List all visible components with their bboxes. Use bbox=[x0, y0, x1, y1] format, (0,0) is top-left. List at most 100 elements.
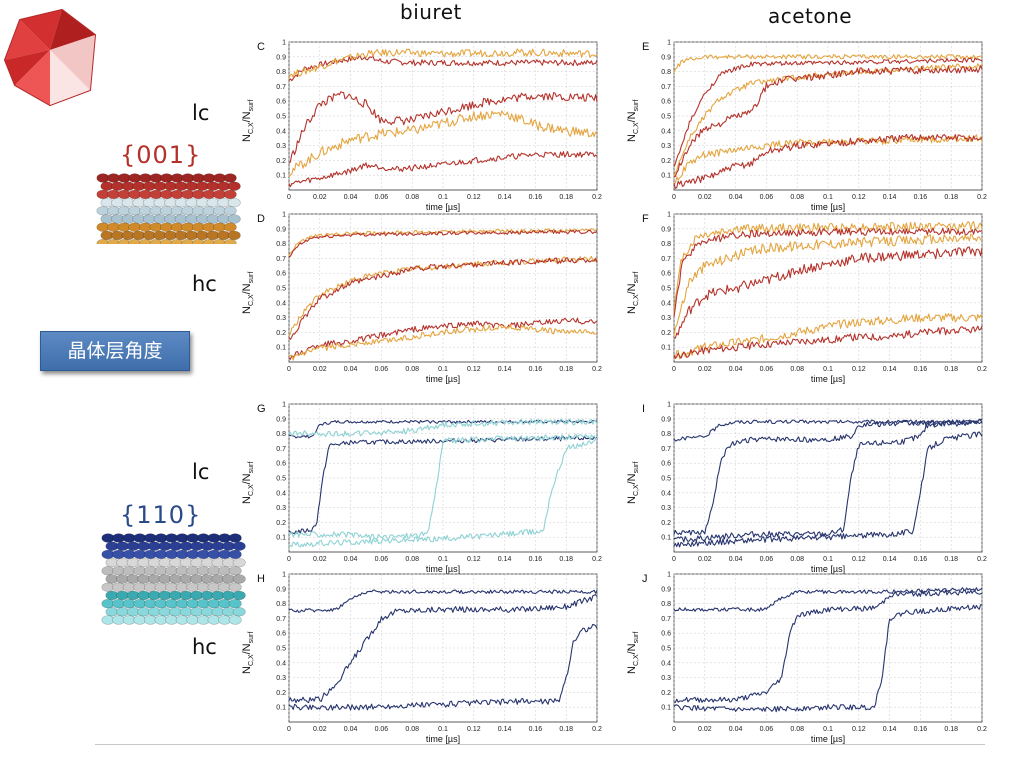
y-tick-label: 0.5 bbox=[276, 646, 286, 653]
header-biuret: biuret bbox=[400, 0, 462, 24]
x-tick-label: 0.12 bbox=[467, 726, 481, 733]
x-tick-label: 0.12 bbox=[467, 194, 481, 201]
y-tick-label: 0.8 bbox=[661, 601, 671, 608]
y-tick-label: 0.2 bbox=[276, 690, 286, 697]
panel-letter: F bbox=[642, 213, 649, 225]
series-line-4 bbox=[673, 431, 983, 548]
y-tick-label: 0.7 bbox=[276, 446, 286, 453]
chart-panel-c: 0 0.02 0.04 0.06 0.08 0.1 0.12 0.14 0.16 0.18 0.2 0… bbox=[235, 36, 602, 214]
y-tick-label: 0.6 bbox=[276, 461, 286, 468]
series-line-2 bbox=[288, 229, 598, 258]
y-tick-label: 1 bbox=[282, 212, 286, 219]
y-tick-label: 0.6 bbox=[661, 631, 671, 638]
y-tick-label: 0.6 bbox=[661, 461, 671, 468]
y-tick-label: 0.2 bbox=[276, 520, 286, 527]
x-tick-label: 0.06 bbox=[760, 556, 774, 563]
x-tick-label: 0.04 bbox=[344, 726, 358, 733]
x-tick-label: 0.1 bbox=[823, 194, 833, 201]
y-tick-label: 0.7 bbox=[661, 256, 671, 263]
y-tick-label: 0.1 bbox=[276, 705, 286, 712]
y-tick-label: 0.2 bbox=[276, 330, 286, 337]
series-line-3 bbox=[288, 255, 598, 337]
x-tick-label: 0 bbox=[672, 726, 676, 733]
x-tick-label: 0 bbox=[672, 366, 676, 373]
series-line-1 bbox=[673, 419, 983, 442]
y-tick-label: 0.3 bbox=[276, 143, 286, 150]
x-tick-label: 0.2 bbox=[977, 726, 987, 733]
x-tick-label: 0.04 bbox=[729, 194, 743, 201]
y-tick-label: 0.4 bbox=[276, 490, 286, 497]
y-tick-label: 0.5 bbox=[276, 286, 286, 293]
y-tick-label: 0.9 bbox=[661, 54, 671, 61]
y-tick-label: 0.2 bbox=[661, 330, 671, 337]
series-line-6 bbox=[288, 324, 598, 361]
x-tick-label: 0.06 bbox=[760, 194, 774, 201]
x-axis-label: time [µs] bbox=[426, 564, 460, 574]
x-tick-label: 0.12 bbox=[852, 366, 866, 373]
x-tick-label: 0.14 bbox=[883, 194, 897, 201]
y-tick-label: 0.1 bbox=[276, 173, 286, 180]
y-tick-label: 0.1 bbox=[661, 535, 671, 542]
series-line-4 bbox=[673, 65, 983, 178]
y-tick-label: 0.1 bbox=[276, 535, 286, 542]
row-label-lc-top: lc bbox=[192, 101, 210, 125]
panel-letter: G bbox=[257, 403, 266, 415]
series-line-3 bbox=[288, 91, 598, 164]
facet-label-001: {001} bbox=[120, 141, 202, 169]
x-tick-label: 0.16 bbox=[529, 556, 543, 563]
x-tick-label: 0 bbox=[672, 556, 676, 563]
x-tick-label: 0.08 bbox=[790, 726, 804, 733]
y-tick-label: 0.9 bbox=[661, 226, 671, 233]
x-tick-label: 0.16 bbox=[529, 726, 543, 733]
x-tick-label: 0.2 bbox=[977, 366, 987, 373]
series-line-2 bbox=[288, 594, 598, 704]
x-tick-label: 0.14 bbox=[498, 556, 512, 563]
x-tick-label: 0.12 bbox=[852, 726, 866, 733]
y-tick-label: 0.1 bbox=[661, 345, 671, 352]
series-line-5 bbox=[288, 151, 598, 188]
series-line-2 bbox=[288, 48, 598, 79]
row-label-hc-bottom: hc bbox=[192, 635, 217, 659]
crystal-layer-angle-button[interactable]: 晶体层角度 bbox=[40, 331, 190, 371]
facet-label-110: {110} bbox=[120, 501, 202, 529]
y-tick-label: 0.2 bbox=[661, 690, 671, 697]
x-tick-label: 0.04 bbox=[344, 366, 358, 373]
crystal-logo-icon bbox=[3, 8, 97, 107]
y-tick-label: 0.8 bbox=[661, 241, 671, 248]
y-tick-label: 0.3 bbox=[276, 505, 286, 512]
x-tick-label: 0.1 bbox=[438, 194, 448, 201]
y-tick-label: 0.5 bbox=[661, 114, 671, 121]
x-tick-label: 0.14 bbox=[883, 556, 897, 563]
series-line-5 bbox=[288, 438, 598, 548]
x-tick-label: 0.08 bbox=[405, 366, 419, 373]
slide-divider bbox=[95, 744, 985, 745]
x-tick-label: 0.2 bbox=[977, 556, 987, 563]
crystal-slab-110-image bbox=[101, 533, 246, 625]
x-tick-label: 0.18 bbox=[944, 556, 958, 563]
series-line-2 bbox=[673, 589, 983, 703]
x-tick-label: 0.16 bbox=[914, 366, 928, 373]
y-tick-label: 0.6 bbox=[276, 631, 286, 638]
series-line-6 bbox=[673, 133, 983, 190]
x-axis-label: time [µs] bbox=[426, 734, 460, 744]
x-tick-label: 0.2 bbox=[592, 556, 602, 563]
x-tick-label: 0.02 bbox=[698, 366, 712, 373]
x-tick-label: 0.06 bbox=[375, 556, 389, 563]
x-tick-label: 0.08 bbox=[405, 556, 419, 563]
x-tick-label: 0.1 bbox=[823, 556, 833, 563]
x-tick-label: 0.06 bbox=[760, 726, 774, 733]
x-tick-label: 0.14 bbox=[498, 194, 512, 201]
x-tick-label: 0.16 bbox=[914, 194, 928, 201]
y-tick-label: 0.3 bbox=[661, 675, 671, 682]
y-tick-label: 0.8 bbox=[661, 431, 671, 438]
y-tick-label: 0.4 bbox=[276, 300, 286, 307]
y-tick-label: 0.8 bbox=[276, 69, 286, 76]
y-tick-label: 0.3 bbox=[661, 505, 671, 512]
y-axis-label: NC,X/Nsurf bbox=[241, 272, 255, 314]
x-tick-label: 0.1 bbox=[823, 726, 833, 733]
y-tick-label: 0.8 bbox=[276, 241, 286, 248]
x-axis-label: time [µs] bbox=[811, 374, 845, 384]
x-tick-label: 0.08 bbox=[790, 366, 804, 373]
y-tick-label: 0.8 bbox=[276, 431, 286, 438]
x-tick-label: 0.18 bbox=[559, 556, 573, 563]
